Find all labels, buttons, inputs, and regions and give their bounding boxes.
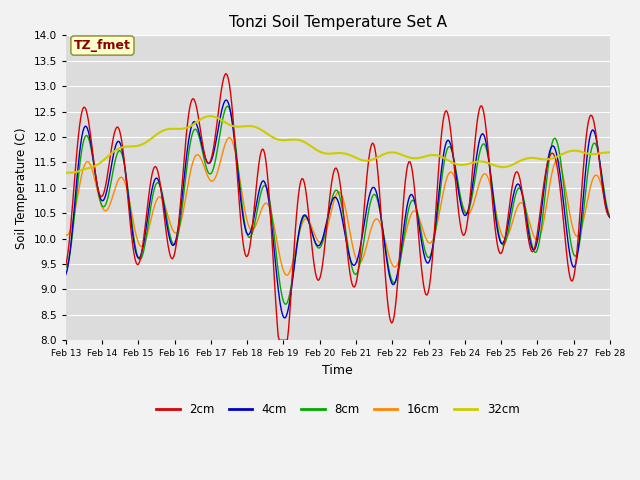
Text: TZ_fmet: TZ_fmet — [74, 39, 131, 52]
Y-axis label: Soil Temperature (C): Soil Temperature (C) — [15, 127, 28, 249]
Title: Tonzi Soil Temperature Set A: Tonzi Soil Temperature Set A — [229, 15, 447, 30]
X-axis label: Time: Time — [323, 364, 353, 377]
Legend: 2cm, 4cm, 8cm, 16cm, 32cm: 2cm, 4cm, 8cm, 16cm, 32cm — [151, 398, 524, 420]
